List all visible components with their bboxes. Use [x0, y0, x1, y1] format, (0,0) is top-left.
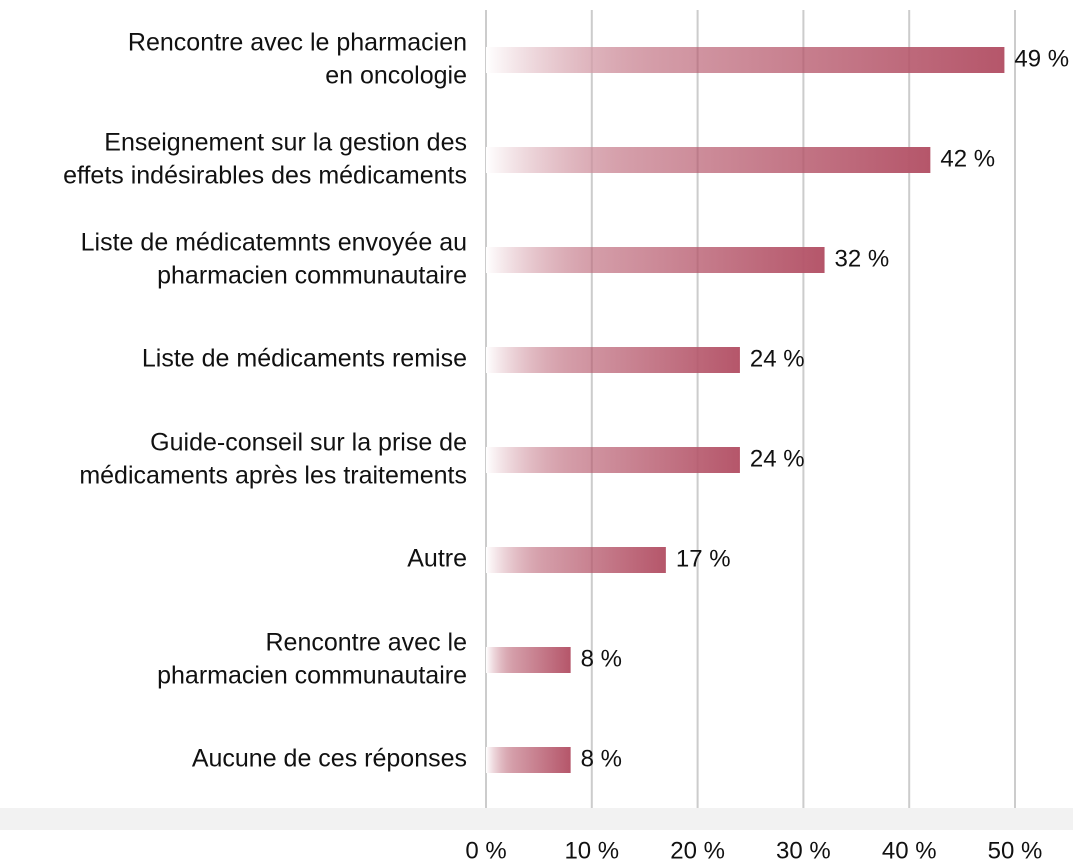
x-tick-label: 20 %	[670, 837, 725, 864]
x-tick-label: 50 %	[988, 837, 1043, 864]
bar	[486, 247, 825, 273]
bar	[486, 547, 666, 573]
category-label: Guide-conseil sur la prise de médicaments…	[79, 428, 467, 489]
bar	[486, 47, 1005, 73]
category-label: Enseignement sur la gestion des effets in…	[63, 128, 467, 189]
category-label: Aucune de ces réponses	[192, 745, 467, 773]
x-tick-label: 30 %	[776, 837, 831, 864]
value-label: 8 %	[581, 745, 622, 772]
value-label: 42 %	[940, 145, 995, 172]
value-label: 17 %	[676, 545, 731, 572]
bar	[486, 147, 931, 173]
category-label: Autre	[407, 545, 467, 573]
axis-band	[0, 808, 1073, 830]
category-label: Rencontre avec le pharmacien communautair…	[157, 628, 467, 689]
x-tick-label: 0 %	[465, 837, 506, 864]
x-tick-label: 10 %	[564, 837, 619, 864]
bar	[486, 347, 740, 373]
x-tick-label: 40 %	[882, 837, 937, 864]
value-label: 8 %	[581, 645, 622, 672]
bar	[486, 647, 571, 673]
value-label: 32 %	[835, 245, 890, 272]
category-label: Liste de médicatemnts envoyée au pharmaci…	[81, 228, 467, 289]
value-label: 49 %	[1014, 45, 1069, 72]
bar	[486, 447, 740, 473]
value-label: 24 %	[750, 345, 805, 372]
bar	[486, 747, 571, 773]
category-label: Rencontre avec le pharmacien en oncologie	[128, 28, 467, 89]
value-label: 24 %	[750, 445, 805, 472]
category-label: Liste de médicaments remise	[142, 345, 467, 373]
